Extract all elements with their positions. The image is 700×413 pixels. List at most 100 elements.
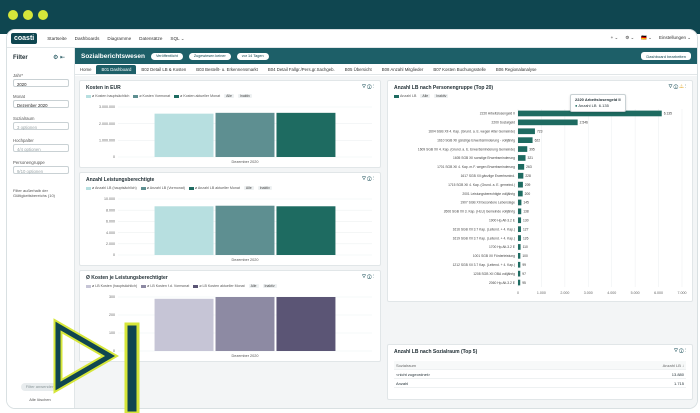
nav-item-diagramme[interactable]: Diagramme	[107, 35, 132, 41]
more-icon[interactable]: ⋮	[684, 84, 687, 90]
filter-icon[interactable]: ⛛	[361, 84, 368, 90]
table-row[interactable]: <nicht zugeordnet> 13.880	[394, 370, 686, 379]
legend-chip-alle[interactable]: Alle	[248, 284, 259, 288]
bar[interactable]	[518, 270, 521, 277]
legend-chip-inaktiv[interactable]: Inaktiv	[262, 284, 277, 288]
legend-item[interactable]: ø Kosten Vormonat	[133, 94, 170, 98]
tab-b03[interactable]: B03 Bestellt- u. Erkennensmarkt	[196, 67, 258, 72]
tab-home[interactable]: Home	[80, 67, 92, 72]
filter-icon[interactable]: ⛛	[361, 274, 368, 280]
bar[interactable]	[154, 113, 214, 157]
bar[interactable]	[518, 137, 533, 143]
bar[interactable]	[518, 253, 521, 259]
table-row[interactable]: Anzahl 1.715	[394, 379, 686, 388]
legend-chip-inaktiv[interactable]: Inaktiv	[434, 94, 449, 98]
settings-icon[interactable]: ⚙ ⇤	[53, 55, 66, 61]
bar[interactable]	[518, 190, 523, 197]
more-icon[interactable]: ⋮	[372, 84, 375, 90]
apply-filters-button[interactable]: Filter anwenden	[21, 383, 59, 391]
bar[interactable]	[276, 297, 336, 351]
bar[interactable]	[154, 206, 214, 255]
more-icon[interactable]: ⋮	[372, 176, 375, 182]
tab-b01-dashboard[interactable]: B01 Dashboard	[96, 65, 137, 74]
bar[interactable]	[518, 261, 521, 268]
legend-chip-alle[interactable]: Alle	[420, 94, 431, 98]
bar[interactable]	[215, 297, 275, 351]
filter-icon[interactable]: ⛛	[361, 176, 368, 182]
more-icon[interactable]: ⋮	[372, 274, 375, 280]
legend-item[interactable]: ø LB Kosten (hauptsächlich)	[86, 284, 137, 288]
column-header-anzahl[interactable]: Anzahl LB ↓	[662, 362, 684, 368]
legend-chip-alle[interactable]: Alle	[243, 186, 254, 190]
language-menu-button[interactable]: 🇩🇪 ⌄	[641, 35, 652, 40]
filter-icon[interactable]: ⛛	[668, 84, 674, 90]
tab-b04[interactable]: B04 Detail Fallgr./Pers.gr.Sachgeb.	[267, 67, 335, 72]
bar[interactable]	[276, 206, 336, 255]
tab-b06[interactable]: B06 Regionalanalyse	[495, 67, 537, 72]
tab-b02[interactable]: B02 Detail LB & Kosten	[141, 67, 187, 72]
bar[interactable]	[518, 217, 522, 224]
settings-menu-button[interactable]: ⚙ ⌄	[625, 35, 635, 40]
warning-icon[interactable]: ⚠	[679, 84, 685, 90]
info-icon[interactable]: ⓘ	[673, 84, 680, 90]
bar[interactable]	[276, 112, 336, 157]
bar[interactable]	[518, 199, 522, 206]
bar[interactable]	[518, 235, 521, 241]
filter-personengruppe-select[interactable]: 9/10 optionen	[13, 166, 69, 174]
info-icon[interactable]: ⓘ	[367, 84, 373, 90]
legend-chip-inaktiv[interactable]: Inaktiv	[257, 186, 272, 190]
add-menu-button[interactable]: + ⌄	[610, 35, 619, 40]
bar[interactable]	[518, 181, 523, 188]
legend-chip-alle[interactable]: Alle	[224, 94, 234, 98]
out-of-scope-filters[interactable]: Filter außerhalb der Gültigkeitsbereichs…	[13, 188, 56, 198]
bar[interactable]	[518, 279, 521, 286]
info-icon[interactable]: ⓘ	[367, 274, 373, 280]
bar[interactable]	[154, 298, 214, 351]
nav-item-sql[interactable]: SQL ⌄	[170, 35, 185, 41]
bar[interactable]	[518, 244, 521, 250]
filter-monat-select[interactable]: Dezember 2020	[13, 100, 69, 108]
legend-item[interactable]: ø LB Kosten f.d. Vormonat	[141, 284, 189, 288]
bar[interactable]	[518, 119, 578, 126]
filter-icon[interactable]: ⛛	[673, 348, 680, 354]
data-label: 263	[526, 165, 532, 169]
bar[interactable]	[518, 164, 525, 170]
filter-jahr-select[interactable]: 2020	[13, 79, 69, 87]
bar[interactable]	[518, 146, 528, 152]
app-logo[interactable]: coasti	[11, 33, 38, 44]
filter-sozialraum-select[interactable]: 3 optionen	[13, 122, 69, 130]
info-icon[interactable]: ⓘ	[367, 176, 373, 182]
bar[interactable]	[518, 172, 524, 179]
bar[interactable]	[215, 205, 275, 255]
collapse-icon[interactable]: ⇤	[60, 55, 66, 61]
column-header-sozialraum[interactable]: Sozialraum	[396, 362, 417, 368]
user-settings-button[interactable]: Einstellungen ⌄	[658, 35, 691, 40]
nav-item-dashboards[interactable]: Dashboards	[74, 35, 100, 41]
legend-item[interactable]: ø Kosten hauptsächlich	[86, 94, 129, 98]
edit-dashboard-button[interactable]: Dashboard bearbeiten	[641, 52, 691, 60]
tab-b07[interactable]: B07 Kosten Buchungsstelle	[433, 67, 486, 72]
published-badge[interactable]: Veröffentlicht	[150, 52, 183, 60]
tab-b08[interactable]: B08 Anzahl Mitglieder	[381, 67, 424, 72]
bar[interactable]	[215, 112, 275, 157]
legend-item[interactable]: ø Anzahl LB (Vormonat)	[140, 186, 185, 190]
legend-chip-inaktiv[interactable]: Inaktiv	[237, 94, 253, 98]
info-icon[interactable]: ⓘ	[679, 348, 685, 354]
legend-item[interactable]: ø Kosten aktueller Monat	[174, 94, 220, 98]
legend-item[interactable]: Anzahl LB	[394, 94, 416, 98]
filter-hochpalter-select[interactable]: 4/4 optionen	[13, 144, 69, 152]
bar[interactable]	[518, 128, 535, 135]
nav-item-datensaetze[interactable]: Datensätze	[139, 35, 163, 41]
bar[interactable]	[518, 110, 662, 117]
bar[interactable]	[518, 226, 521, 232]
more-icon[interactable]: ⋮	[684, 348, 687, 354]
tab-b05[interactable]: B05 Übersicht	[344, 67, 372, 72]
clear-all-button[interactable]: Alle löschen	[29, 397, 51, 402]
legend-item[interactable]: ø Anzahl LB aktueller Monat	[188, 186, 240, 190]
nav-item-startseite[interactable]: Startseite	[47, 35, 67, 41]
bar[interactable]	[518, 155, 526, 161]
bar[interactable]	[518, 208, 522, 215]
legend-item[interactable]: ø Anzahl LB (hauptsächlich)	[86, 186, 137, 190]
legend-item[interactable]: ø LB Kosten aktueller Monat	[193, 284, 245, 288]
assignee-badge[interactable]: Zugewiesen keiner	[188, 52, 231, 60]
